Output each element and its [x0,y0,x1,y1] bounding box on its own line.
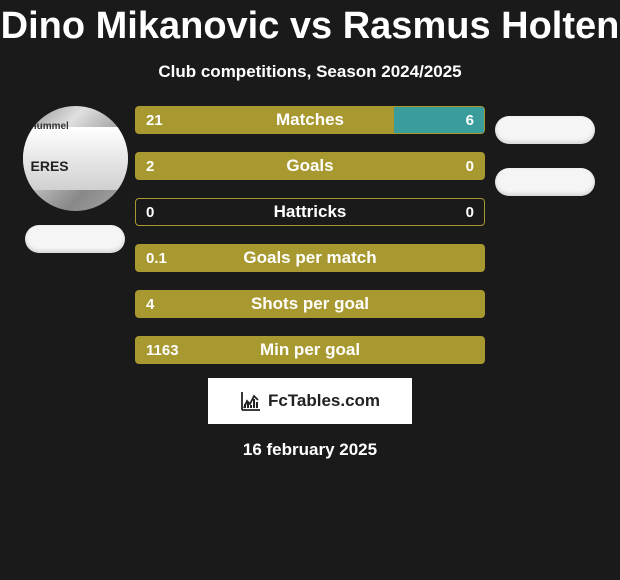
stat-row: 2Goals0 [135,152,485,180]
date-label: 16 february 2025 [243,440,377,460]
bar-label: Hattricks [136,202,484,222]
brand-text: FcTables.com [268,391,380,411]
avatar-brand-text: hummel [31,121,69,132]
bar-value-right: 0 [466,158,474,175]
player-right-column [485,116,605,196]
player-left-avatar: hummel ERES [23,106,128,211]
stat-row: 1163Min per goal [135,336,485,364]
brand-box: FcTables.com [208,378,412,424]
bar-value-right: 0 [466,204,474,221]
bar-value-right: 6 [466,112,474,129]
stat-row: 0Hattricks0 [135,198,485,226]
bar-label: Shots per goal [136,294,484,314]
avatar-team-text: ERES [31,158,69,174]
stat-row: 21Matches6 [135,106,485,134]
player-left-column: hummel ERES [15,106,135,253]
chart-icon [240,390,262,412]
bar-label: Matches [136,110,484,130]
stat-row: 0.1Goals per match [135,244,485,272]
bar-label: Goals [136,156,484,176]
stats-bars: 21Matches62Goals00Hattricks00.1Goals per… [135,106,485,364]
bar-label: Min per goal [136,340,484,360]
player-left-pill [25,225,125,253]
bar-label: Goals per match [136,248,484,268]
page-subtitle: Club competitions, Season 2024/2025 [158,62,461,82]
stat-row: 4Shots per goal [135,290,485,318]
player-right-pill-1 [495,116,595,144]
page-title: Dino Mikanovic vs Rasmus Holten [1,5,620,48]
comparison-content: hummel ERES 21Matches62Goals00Hattricks0… [0,106,620,364]
player-right-pill-2 [495,168,595,196]
